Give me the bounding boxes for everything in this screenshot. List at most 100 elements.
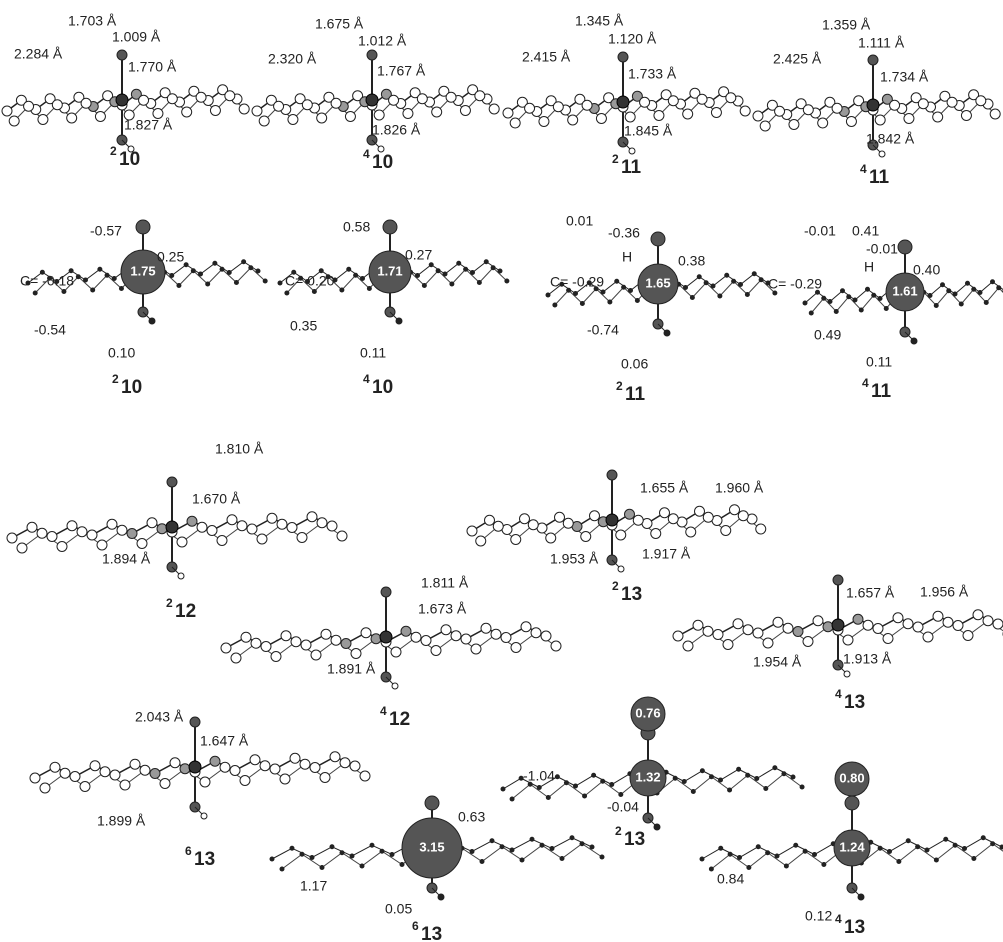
atom (345, 112, 355, 122)
atom (765, 850, 770, 855)
atom (976, 96, 986, 106)
atom (130, 759, 140, 769)
atom (686, 527, 696, 537)
atom (884, 306, 889, 311)
title-number: 13 (194, 849, 215, 870)
atom (971, 856, 976, 861)
value-label: C= -0.29 (768, 276, 822, 292)
metal (832, 619, 844, 631)
atom (60, 768, 70, 778)
atom (890, 100, 900, 110)
atom (963, 631, 973, 641)
figure: 1.703 Å1.009 Å2.284 Å1.770 Å1.827 Å2101.… (0, 0, 1003, 942)
atom (438, 894, 444, 900)
atom (846, 117, 856, 127)
value-label: 2.425 Å (773, 51, 822, 67)
atom (360, 276, 365, 281)
atom (660, 508, 670, 518)
atom (695, 506, 705, 516)
atom (147, 518, 157, 528)
atom (284, 291, 289, 296)
atom (828, 299, 833, 304)
atom (360, 864, 365, 869)
value-label: 1.657 Å (846, 585, 895, 601)
metal-spin-label: 1.71 (377, 263, 402, 278)
title-number: 12 (389, 709, 410, 730)
atom (738, 282, 743, 287)
atom (504, 279, 509, 284)
value-label: 0.49 (814, 327, 841, 343)
atom (903, 619, 913, 629)
value-label: -1.04 (523, 768, 555, 784)
atom (480, 859, 485, 864)
atom (220, 762, 230, 772)
metal-spin-label: 1.32 (635, 769, 660, 784)
value-label: 0.11 (866, 354, 892, 370)
value-label: 1.111 Å (858, 35, 905, 51)
value-label: 0.84 (717, 871, 744, 887)
atom (743, 625, 753, 635)
ligand-atom (618, 52, 628, 62)
atom (350, 854, 355, 859)
atom (481, 623, 491, 633)
ligand-atom (383, 220, 397, 234)
atom (883, 634, 893, 644)
atom (456, 261, 461, 266)
atom (400, 862, 405, 867)
atom (278, 281, 283, 286)
value-label: -0.01 (804, 223, 836, 239)
atom (280, 867, 285, 872)
ligand-atom (117, 50, 127, 60)
atom (618, 792, 623, 797)
atom (700, 768, 705, 773)
atom (169, 273, 174, 278)
atom (887, 849, 892, 854)
atom (946, 288, 951, 293)
atom (728, 852, 733, 857)
atom (331, 98, 341, 108)
value-label: 1.670 Å (192, 491, 241, 507)
value-label: 1.810 Å (215, 441, 264, 457)
atom (664, 330, 670, 336)
title-number: 10 (372, 152, 393, 173)
atom (239, 104, 249, 114)
value-label: 1.120 Å (608, 31, 657, 47)
atom (713, 630, 723, 640)
atom (237, 521, 247, 531)
atom (107, 519, 117, 529)
atom (629, 148, 635, 154)
atom (973, 610, 983, 620)
atom (310, 763, 320, 773)
atom (501, 787, 506, 792)
value-label: -0.57 (90, 223, 122, 239)
atom (879, 151, 885, 157)
atom (340, 850, 345, 855)
atom (871, 293, 876, 298)
atom (47, 532, 57, 542)
value-label: 1.953 Å (550, 551, 599, 567)
metal-spin-label: 3.15 (419, 839, 444, 854)
value-label: 1.894 Å (102, 551, 151, 567)
atom (953, 292, 958, 297)
atom (933, 611, 943, 621)
atom (731, 279, 736, 284)
atom (320, 773, 330, 783)
atom (738, 511, 748, 521)
atom (858, 894, 864, 900)
atom (87, 530, 97, 540)
value-label: 0.27 (405, 247, 432, 263)
value-label: 0.35 (290, 318, 317, 334)
atom (484, 259, 489, 264)
atom (555, 774, 560, 779)
atom (234, 280, 239, 285)
atom (800, 785, 805, 790)
atom (618, 566, 624, 572)
value-label: 1.917 Å (642, 546, 691, 562)
atom (746, 865, 751, 870)
atom (301, 640, 311, 650)
atom (300, 852, 305, 857)
atom (503, 108, 513, 118)
atom (528, 520, 538, 530)
title-superscript: 4 (363, 372, 370, 386)
atom (793, 843, 798, 848)
